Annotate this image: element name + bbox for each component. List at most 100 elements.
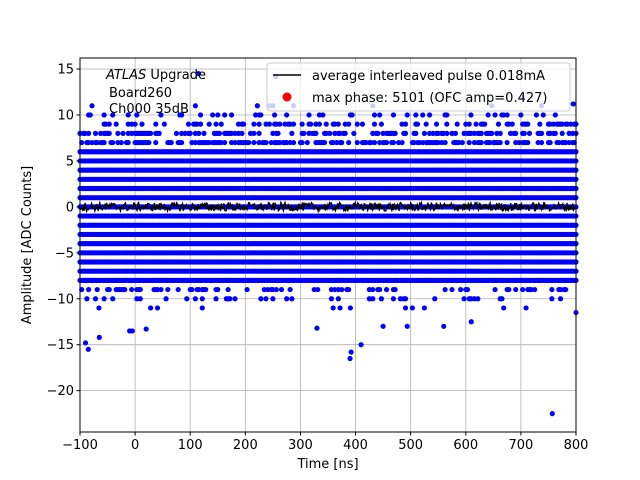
scatter-point xyxy=(215,112,221,118)
scatter-point xyxy=(290,139,297,146)
scatter-point xyxy=(289,130,295,136)
scatter-point xyxy=(525,121,531,127)
scatter-point xyxy=(489,130,495,136)
scatter-point xyxy=(513,286,519,293)
scatter-point xyxy=(244,286,250,293)
scatter-point xyxy=(192,296,198,302)
legend-dot-icon xyxy=(282,92,292,102)
scatter-point xyxy=(402,296,409,302)
scatter-point xyxy=(454,121,460,127)
scatter-point xyxy=(380,323,386,329)
scatter-point xyxy=(390,139,397,146)
scatter-point xyxy=(377,286,383,293)
scatter-point xyxy=(227,296,233,302)
y-tick-label: 5 xyxy=(66,154,74,169)
scatter-point xyxy=(106,130,112,136)
scatter-point xyxy=(473,121,479,127)
annotation-upgrade: Upgrade xyxy=(146,68,206,83)
scatter-point xyxy=(404,112,410,118)
scatter-point xyxy=(299,139,305,146)
x-axis-label: Time [ns] xyxy=(296,457,358,472)
scatter-point xyxy=(216,130,223,136)
y-tick-label: 10 xyxy=(57,108,74,123)
scatter-point xyxy=(239,130,245,136)
x-tick-label: 300 xyxy=(288,438,313,453)
scatter-point xyxy=(143,326,149,332)
scatter-point xyxy=(273,286,279,293)
scatter-point xyxy=(444,130,450,136)
scatter-point xyxy=(184,296,190,302)
x-tick-label: 0 xyxy=(131,438,139,453)
scatter-point xyxy=(441,323,447,329)
annotation-board: Board260 xyxy=(109,86,172,101)
scatter-point xyxy=(215,286,221,293)
scatter-point xyxy=(277,121,283,127)
axis-ticks: −100 0 100 200 300 400 500 600 700 800−20−15−10−5… xyxy=(47,63,589,453)
scatter-point xyxy=(409,305,415,311)
scatter-point xyxy=(547,139,553,146)
x-tick-label: 200 xyxy=(233,438,258,453)
scatter-point xyxy=(421,305,428,311)
scatter-point xyxy=(390,112,397,118)
legend-box xyxy=(266,62,571,112)
scatter-point xyxy=(92,130,99,136)
scatter-point xyxy=(153,121,159,127)
scatter-point xyxy=(570,101,576,107)
scatter-point xyxy=(321,139,328,146)
scatter-point xyxy=(392,130,398,136)
scatter-point xyxy=(468,319,474,325)
scatter-point xyxy=(158,286,164,293)
scatter-point xyxy=(342,130,348,136)
scatter-point xyxy=(110,112,116,118)
scatter-point xyxy=(306,112,312,118)
pulse-series xyxy=(79,200,577,214)
scatter-point xyxy=(402,130,409,136)
scatter-point xyxy=(86,286,92,293)
scatter-point xyxy=(101,139,107,146)
scatter-point xyxy=(478,139,484,146)
axes-frame xyxy=(79,57,577,433)
scatter-point xyxy=(449,286,455,293)
legend-label-pulse: average interleaved pulse 0.018mA xyxy=(312,69,545,84)
scatter-point xyxy=(251,130,257,136)
x-tick-label: 800 xyxy=(564,438,589,453)
scatter-point xyxy=(339,286,345,293)
scatter-point xyxy=(323,121,329,127)
scatter-point xyxy=(383,139,390,146)
scatter-point xyxy=(482,121,488,127)
scatter-point xyxy=(199,305,205,311)
scatter-point xyxy=(461,296,467,302)
scatter-point xyxy=(371,139,378,146)
annotation: ATLAS Upgrade Board260 Ch000 35dB xyxy=(105,68,206,117)
scatter-point xyxy=(132,121,138,127)
scatter-point xyxy=(402,305,409,311)
scatter-point xyxy=(370,286,376,293)
scatter-point xyxy=(94,286,100,293)
scatter-point xyxy=(442,139,448,146)
scatter-point xyxy=(263,139,269,146)
scatter-point xyxy=(315,286,321,293)
scatter-point xyxy=(314,325,320,331)
scatter-point xyxy=(495,121,502,127)
scatter-point xyxy=(383,286,390,293)
scatter-point xyxy=(96,305,102,311)
scatter-point xyxy=(533,112,539,118)
scatter-point xyxy=(206,121,212,127)
scatter-point xyxy=(153,139,159,146)
scatter-point xyxy=(358,342,364,348)
scatter-point xyxy=(433,121,440,127)
scatter-point xyxy=(348,349,354,355)
scatter-point xyxy=(85,346,91,352)
scatter-point xyxy=(82,340,89,346)
scatter-point xyxy=(538,139,545,146)
scatter-point xyxy=(251,139,257,146)
scatter-point xyxy=(175,286,181,293)
scatter-point xyxy=(263,296,269,302)
scatter-point xyxy=(339,139,345,146)
scatter-point xyxy=(192,103,198,109)
scatter-point xyxy=(413,130,419,136)
legend: average interleaved pulse 0.018mA max ph… xyxy=(266,62,571,112)
scatter-point xyxy=(444,112,450,118)
scatter-point xyxy=(161,121,167,127)
